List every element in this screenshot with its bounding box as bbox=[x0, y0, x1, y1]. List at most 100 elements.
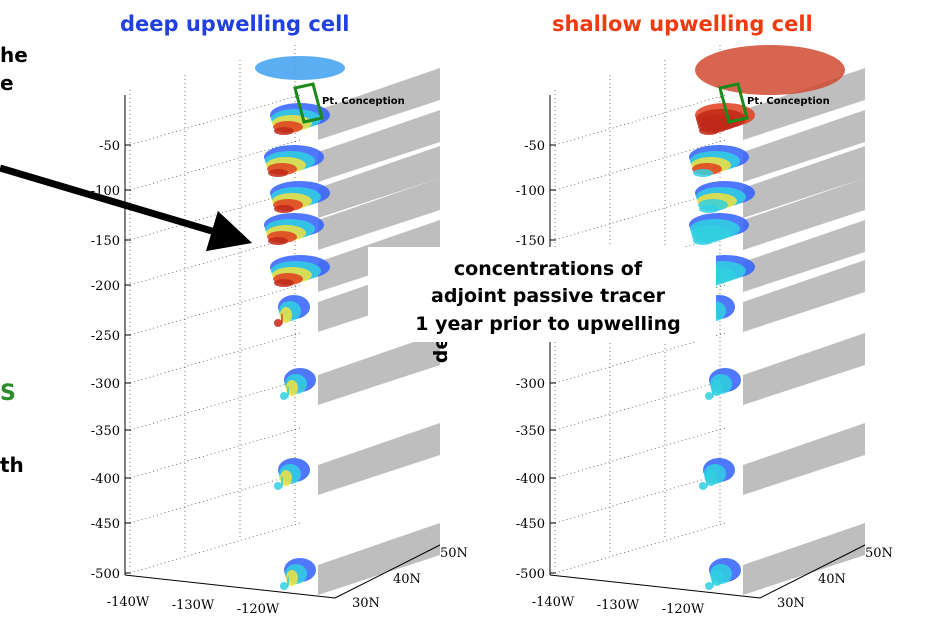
axis-line bbox=[759, 544, 866, 599]
panel-title: shallow upwelling cell bbox=[552, 12, 813, 36]
annotation-line: adjoint passive tracer bbox=[431, 285, 666, 307]
tracer-patch bbox=[695, 45, 845, 95]
grid-line bbox=[554, 427, 726, 479]
depth-slab bbox=[318, 178, 440, 250]
depth-tick-label: -400 bbox=[516, 472, 545, 487]
tracer-patch bbox=[274, 319, 282, 327]
tracer-patch bbox=[693, 169, 713, 177]
tracer-patch bbox=[699, 205, 719, 213]
tracer-patch bbox=[705, 392, 713, 400]
tracer-patch bbox=[274, 482, 282, 490]
depth-tick-label: -100 bbox=[516, 184, 545, 199]
lon-tick-label: -120W bbox=[662, 602, 705, 617]
clipped-text: e bbox=[0, 71, 14, 95]
arrow bbox=[0, 164, 253, 252]
tracer-patch bbox=[699, 482, 707, 490]
tracer-patch bbox=[268, 237, 288, 245]
depth-slab bbox=[318, 333, 440, 405]
panel-title: deep upwelling cell bbox=[120, 12, 349, 36]
depth-tick-label: -450 bbox=[91, 517, 120, 532]
annotation-line: concentrations of bbox=[454, 258, 643, 280]
annotation-box bbox=[368, 247, 716, 342]
lon-tick-label: -140W bbox=[532, 595, 575, 610]
tracer-patch bbox=[274, 205, 294, 213]
grid-line bbox=[554, 94, 726, 146]
depth-slab bbox=[318, 110, 440, 182]
depth-slab bbox=[743, 260, 865, 332]
grid-line bbox=[129, 427, 301, 479]
depth-slab bbox=[743, 68, 865, 140]
lat-tick-label: 30N bbox=[777, 596, 805, 611]
annotation-line: 1 year prior to upwelling bbox=[415, 313, 680, 335]
depth-slab bbox=[318, 523, 440, 595]
grid-line bbox=[129, 139, 301, 191]
site-box bbox=[293, 82, 324, 124]
tracer-patch bbox=[280, 582, 288, 590]
depth-tick-label: -500 bbox=[516, 567, 545, 582]
grid-line bbox=[129, 332, 301, 384]
lon-tick-label: -140W bbox=[107, 595, 150, 610]
axis-line bbox=[549, 574, 761, 599]
tracer-patch bbox=[255, 56, 345, 80]
grid-line bbox=[554, 189, 726, 241]
grid-line bbox=[129, 379, 301, 431]
grid-line bbox=[554, 139, 726, 191]
depth-slab bbox=[743, 110, 865, 182]
grid-line bbox=[129, 94, 301, 146]
tracer-patch bbox=[280, 392, 288, 400]
tracer-patch bbox=[705, 582, 713, 590]
lon-tick-label: -120W bbox=[237, 602, 280, 617]
lon-tick-label: -130W bbox=[172, 598, 215, 613]
lat-tick-label: 40N bbox=[818, 572, 846, 587]
depth-tick-label: -500 bbox=[91, 567, 120, 582]
grid-line bbox=[554, 332, 726, 384]
lat-tick-label: 40N bbox=[393, 572, 421, 587]
lat-tick-label: 50N bbox=[440, 546, 468, 561]
grid-line bbox=[554, 472, 726, 524]
tracer-patch bbox=[274, 279, 294, 287]
grid-line bbox=[554, 522, 726, 574]
depth-tick-label: -350 bbox=[516, 424, 545, 439]
axis-line bbox=[124, 574, 336, 599]
depth-tick-label: -400 bbox=[91, 472, 120, 487]
depth-tick-label: -50 bbox=[99, 139, 120, 154]
depth-tick-label: -50 bbox=[524, 139, 545, 154]
depth-tick-label: -250 bbox=[91, 329, 120, 344]
depth-slab bbox=[743, 423, 865, 495]
tracer-patch bbox=[699, 127, 719, 135]
site-box bbox=[718, 82, 749, 124]
grid-line bbox=[554, 379, 726, 431]
grid-line bbox=[129, 522, 301, 574]
depth-slab bbox=[743, 146, 865, 218]
clipped-text: S bbox=[0, 381, 16, 406]
site-label: Pt. Conception bbox=[322, 96, 405, 107]
axis-line bbox=[334, 544, 441, 599]
tracer-patch bbox=[693, 237, 713, 245]
depth-slab bbox=[743, 220, 865, 292]
grid-line bbox=[129, 234, 301, 286]
depth-slab bbox=[743, 333, 865, 405]
tracer-patch bbox=[274, 127, 294, 135]
site-label: Pt. Conception bbox=[747, 96, 830, 107]
depth-tick-label: -350 bbox=[91, 424, 120, 439]
grid-line bbox=[129, 472, 301, 524]
lat-tick-label: 30N bbox=[352, 596, 380, 611]
lat-tick-label: 50N bbox=[865, 546, 893, 561]
depth-tick-label: -450 bbox=[516, 517, 545, 532]
clipped-text: he bbox=[0, 43, 28, 67]
clipped-text: th bbox=[0, 453, 24, 477]
depth-tick-label: -300 bbox=[516, 377, 545, 392]
depth-tick-label: -200 bbox=[91, 279, 120, 294]
depth-tick-label: -150 bbox=[516, 234, 545, 249]
depth-slab bbox=[318, 423, 440, 495]
grid-line bbox=[129, 284, 301, 336]
lon-tick-label: -130W bbox=[597, 598, 640, 613]
depth-tick-label: -300 bbox=[91, 377, 120, 392]
depth-slab bbox=[318, 146, 440, 218]
depth-slab bbox=[743, 523, 865, 595]
depth-tick-label: -150 bbox=[91, 234, 120, 249]
depth-slab bbox=[743, 178, 865, 250]
tracer-patch bbox=[268, 169, 288, 177]
depth-slab bbox=[318, 68, 440, 140]
